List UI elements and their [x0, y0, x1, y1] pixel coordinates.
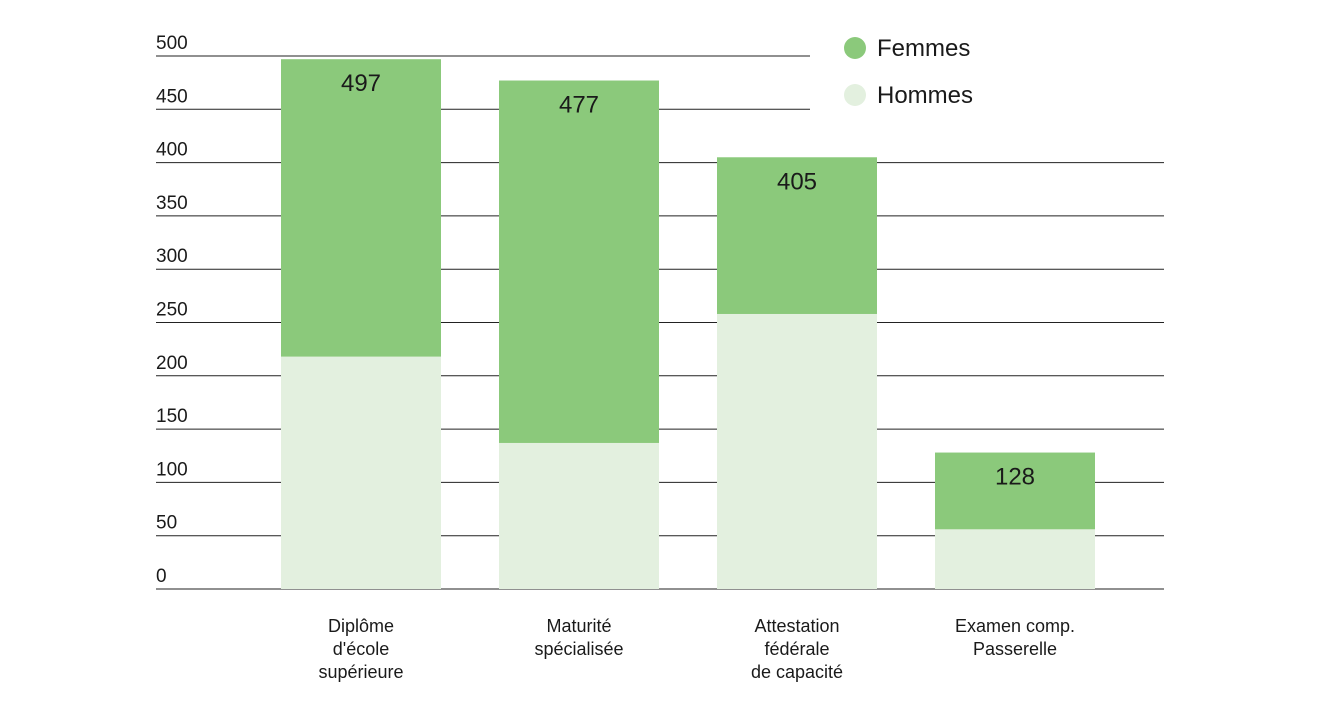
y-tick-label: 450	[156, 86, 188, 107]
bar-hommes-0	[281, 356, 441, 589]
bar-total-label: 477	[559, 92, 599, 119]
bar-total-label: 405	[777, 168, 817, 195]
y-tick-label: 350	[156, 193, 188, 214]
category-label: Diplôme d'école supérieure	[318, 616, 403, 682]
category-label: Attestation fédérale de capacité	[751, 616, 843, 682]
y-axis-ticks: 0 50 100 150 200 250 300 350 400 450 500	[156, 33, 188, 587]
legend-label-hommes: Hommes	[877, 82, 973, 109]
category-label-line: de capacité	[751, 662, 843, 682]
category-label-line: Examen comp.	[955, 616, 1075, 636]
legend: Femmes Hommes	[844, 35, 973, 109]
bars: 497 477 405 128	[281, 59, 1095, 589]
bar-femmes-0	[281, 59, 441, 357]
category-label-line: d'école	[333, 639, 389, 659]
y-tick-label: 150	[156, 406, 188, 427]
y-tick-label: 400	[156, 140, 188, 161]
y-tick-label: 500	[156, 33, 188, 54]
y-tick-label: 300	[156, 246, 188, 267]
category-label-line: Maturité	[546, 616, 611, 636]
bar-hommes-3	[935, 529, 1095, 589]
category-label-line: Attestation	[754, 616, 839, 636]
bar-total-label: 497	[341, 70, 381, 97]
category-label: Examen comp. Passerelle	[955, 616, 1075, 659]
y-tick-label: 250	[156, 300, 188, 321]
category-label: Maturité spécialisée	[534, 616, 623, 659]
legend-swatch-hommes	[844, 84, 866, 106]
bar-femmes-1	[499, 80, 659, 443]
y-tick-label: 200	[156, 353, 188, 374]
y-tick-label: 100	[156, 459, 188, 480]
bar-total-label: 128	[995, 464, 1035, 491]
bar-femmes-3	[935, 452, 1095, 530]
bar-femmes-2	[717, 157, 877, 314]
legend-label-femmes: Femmes	[877, 35, 970, 62]
category-label-line: Passerelle	[973, 639, 1057, 659]
x-axis-categories: Diplôme d'école supérieure Maturité spéciali…	[318, 616, 1075, 682]
bar-hommes-1	[499, 442, 659, 589]
y-tick-label: 50	[156, 513, 177, 534]
bar-hommes-2	[717, 313, 877, 589]
legend-swatch-femmes	[844, 37, 866, 59]
y-tick-label: 0	[156, 566, 167, 587]
category-label-line: supérieure	[318, 662, 403, 682]
category-label-line: Diplôme	[328, 616, 394, 636]
category-label-line: fédérale	[764, 639, 829, 659]
category-label-line: spécialisée	[534, 639, 623, 659]
